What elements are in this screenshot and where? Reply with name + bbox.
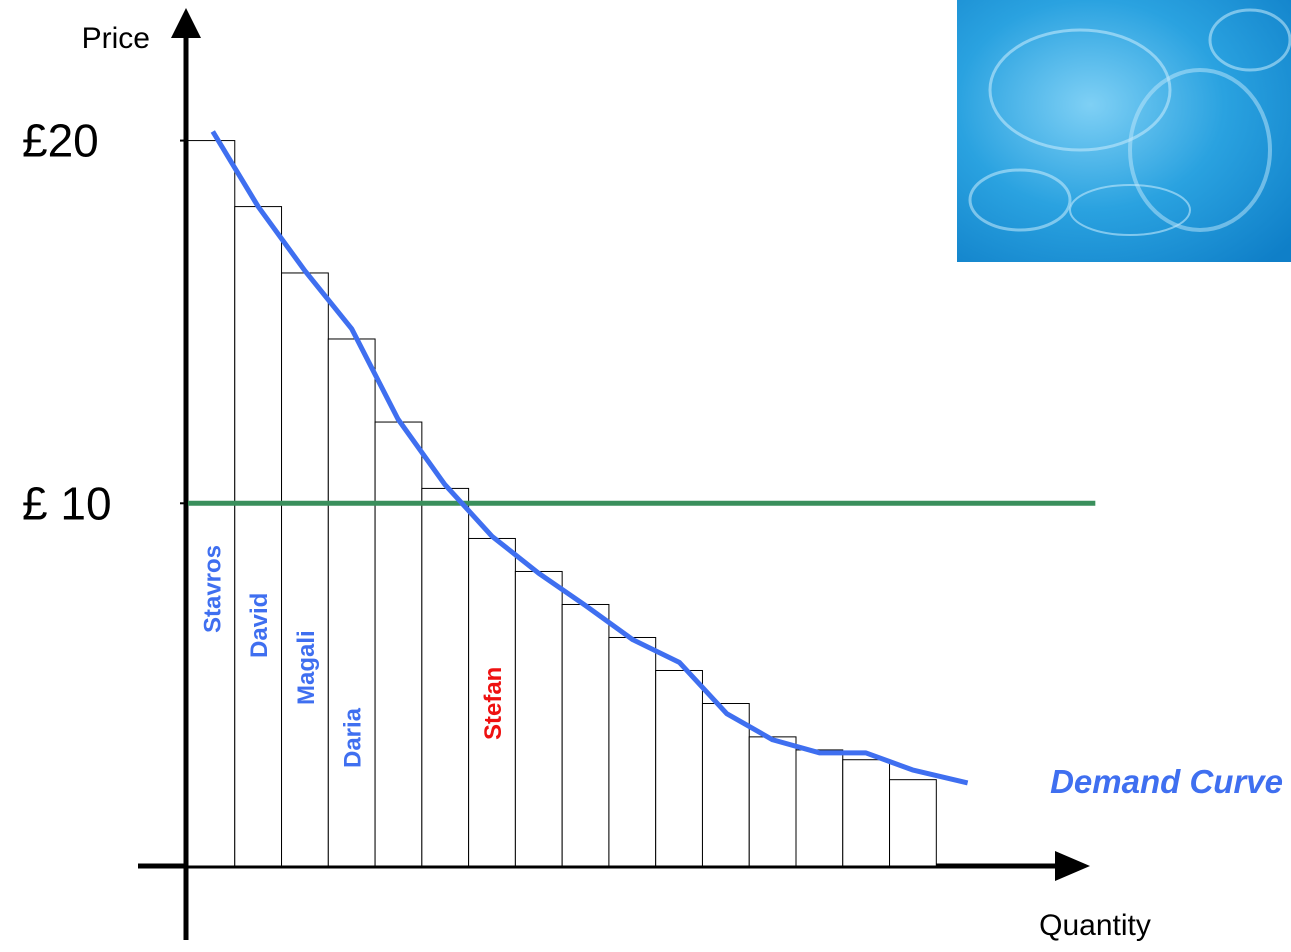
bar — [562, 604, 609, 866]
demand-curve-label: Demand Curve — [1050, 763, 1283, 800]
chart: Price Quantity £ 10 £20 Stavros David Magali… — [0, 0, 1291, 952]
bar — [890, 780, 937, 866]
bar-name-label: Magali — [293, 630, 320, 705]
bar — [375, 422, 422, 866]
bar — [282, 273, 329, 866]
bar — [422, 488, 469, 866]
bar-name-label: David — [246, 593, 273, 658]
bar — [843, 760, 890, 866]
bar-name-label: Stavros — [199, 545, 226, 633]
bar-name-label: Stefan — [480, 667, 507, 740]
bar — [656, 670, 703, 866]
y-axis-label: Price — [82, 22, 150, 55]
x-axis-label: Quantity — [1039, 909, 1151, 942]
x-arrow — [1055, 851, 1090, 881]
y-tick-label: £ 10 — [22, 477, 112, 529]
bar — [609, 637, 656, 866]
bar — [235, 207, 282, 866]
bar — [515, 571, 562, 866]
water-image — [957, 0, 1291, 262]
bar — [796, 750, 843, 866]
bar — [702, 704, 749, 866]
y-tick-label: £20 — [22, 115, 99, 167]
bar — [328, 339, 375, 866]
bar — [749, 737, 796, 866]
bar-name-label: Daria — [340, 707, 367, 768]
y-arrow — [171, 8, 201, 38]
